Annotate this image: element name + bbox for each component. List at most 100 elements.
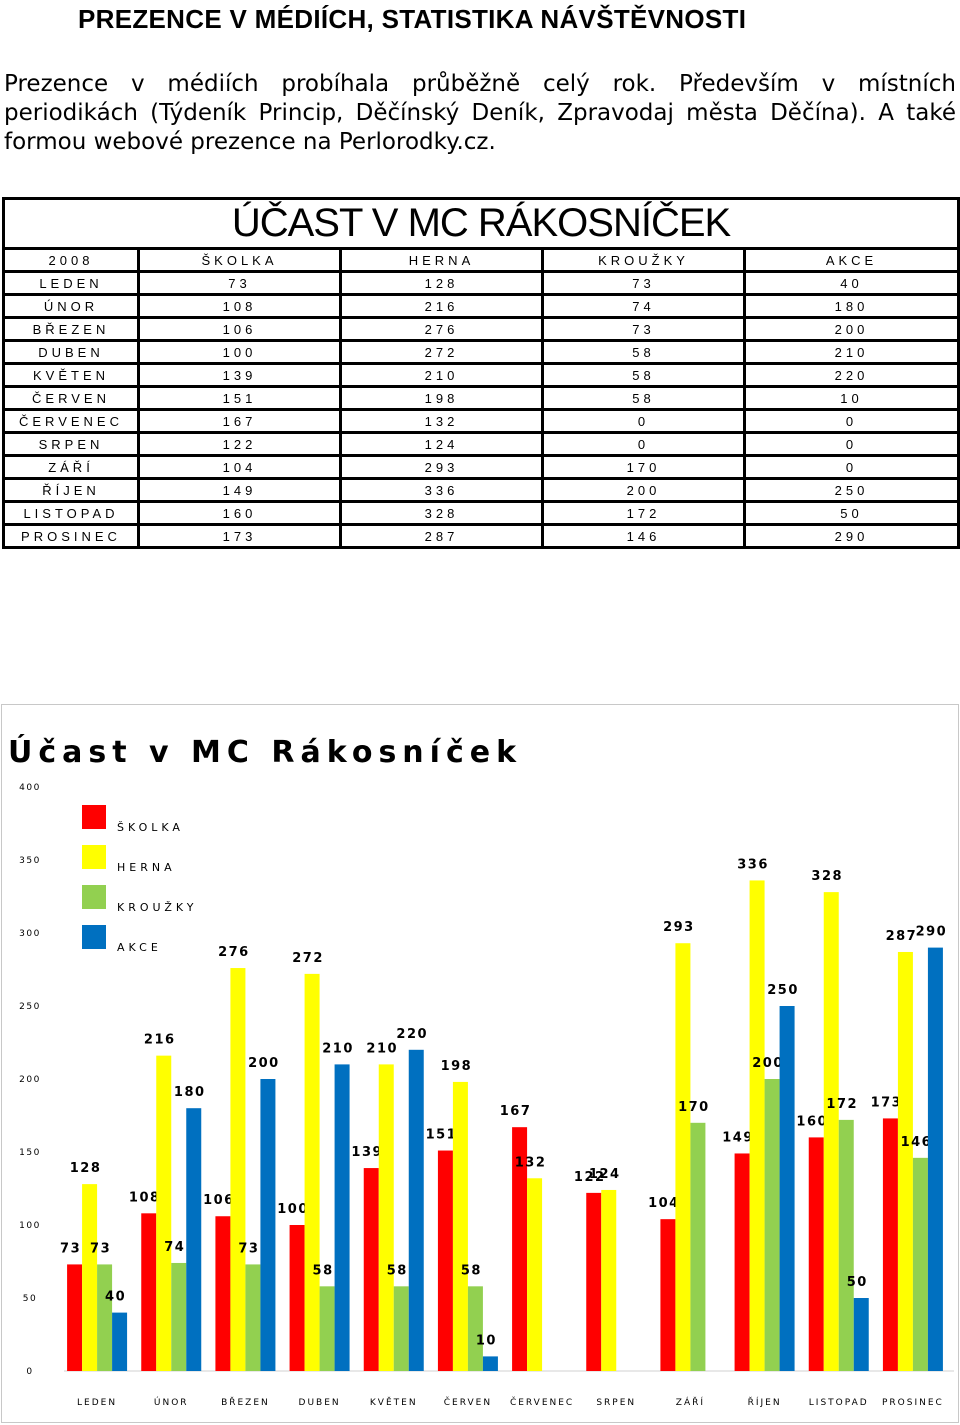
data-label: 128 bbox=[70, 1161, 102, 1176]
data-label: 58 bbox=[387, 1263, 408, 1278]
table-cell: 276 bbox=[339, 316, 544, 342]
x-tick-label: ŘÍJEN bbox=[748, 1396, 782, 1408]
table-cell: 200 bbox=[541, 477, 746, 503]
data-label: 287 bbox=[886, 929, 918, 944]
table-cell: 0 bbox=[541, 408, 746, 434]
table-cell: 122 bbox=[137, 431, 342, 457]
table-row-label: ŘÍJEN bbox=[2, 477, 140, 503]
bar-akce bbox=[927, 947, 943, 1371]
bar-herna bbox=[82, 1184, 98, 1371]
table-cell: 170 bbox=[541, 454, 746, 480]
data-label: 40 bbox=[105, 1290, 126, 1305]
table-row-label: PROSINEC bbox=[2, 523, 140, 549]
table-cell: 132 bbox=[339, 408, 544, 434]
y-tick-label: 150 bbox=[19, 1148, 41, 1158]
table-cell: 272 bbox=[339, 339, 544, 365]
y-tick-label: 350 bbox=[19, 856, 41, 866]
data-label: 173 bbox=[871, 1095, 903, 1110]
table-cell: 198 bbox=[339, 385, 544, 411]
table-cell: 167 bbox=[137, 408, 342, 434]
data-label: 73 bbox=[60, 1241, 81, 1256]
table-row-label: ZÁŘÍ bbox=[2, 454, 140, 480]
data-label: 50 bbox=[847, 1275, 868, 1290]
bar-školka bbox=[660, 1219, 676, 1371]
bar-herna bbox=[156, 1055, 172, 1371]
table-cell: 173 bbox=[137, 523, 342, 549]
x-tick-label: LISTOPAD bbox=[809, 1398, 869, 1408]
table-cell: 172 bbox=[541, 500, 746, 526]
table-column-header: HERNA bbox=[339, 247, 544, 273]
bar-kroužky bbox=[764, 1079, 780, 1371]
y-tick-label: 300 bbox=[19, 929, 41, 939]
bar-akce bbox=[482, 1356, 498, 1371]
table-cell: 10 bbox=[742, 385, 960, 411]
bar-školka bbox=[289, 1225, 305, 1371]
bar-školka bbox=[586, 1192, 602, 1371]
bar-školka bbox=[512, 1127, 528, 1371]
table-row-label: LISTOPAD bbox=[2, 500, 140, 526]
x-tick-label: ČERVENEC bbox=[510, 1396, 574, 1408]
table-cell: 328 bbox=[339, 500, 544, 526]
data-label: 108 bbox=[129, 1190, 161, 1205]
data-label: 124 bbox=[589, 1167, 621, 1182]
legend-swatch bbox=[82, 885, 106, 909]
data-label: 139 bbox=[351, 1145, 383, 1160]
legend-swatch bbox=[82, 805, 106, 829]
table-row: ÚNOR 108 216 74 180 bbox=[2, 293, 960, 319]
table-cell: 0 bbox=[742, 454, 960, 480]
table-row-label: ÚNOR bbox=[2, 293, 140, 319]
table-cell: 104 bbox=[137, 454, 342, 480]
table-cell: 200 bbox=[742, 316, 960, 342]
table-cell: 74 bbox=[541, 293, 746, 319]
data-label: 58 bbox=[461, 1263, 482, 1278]
bar-kroužky bbox=[912, 1157, 928, 1371]
data-label: 276 bbox=[218, 945, 250, 960]
table-title: ÚČAST V MC RÁKOSNÍČEK bbox=[1, 197, 960, 250]
table-cell: 149 bbox=[137, 477, 342, 503]
bar-akce bbox=[408, 1049, 424, 1371]
data-label: 167 bbox=[500, 1104, 532, 1119]
table-cell: 216 bbox=[339, 293, 544, 319]
legend-swatch bbox=[82, 845, 106, 869]
bar-akce bbox=[112, 1312, 128, 1371]
page-heading: PREZENCE V MÉDIÍCH, STATISTIKA NÁVŠTĚVNO… bbox=[78, 4, 747, 34]
table-cell: 100 bbox=[137, 339, 342, 365]
x-tick-label: SRPEN bbox=[596, 1398, 636, 1408]
bar-kroužky bbox=[245, 1264, 261, 1371]
x-tick-label: DUBEN bbox=[299, 1398, 341, 1408]
data-label: 290 bbox=[916, 925, 948, 940]
table-row-label: ČERVEN bbox=[2, 385, 140, 411]
data-label: 172 bbox=[826, 1097, 858, 1112]
x-tick-label: LEDEN bbox=[77, 1398, 117, 1408]
bar-kroužky bbox=[319, 1286, 335, 1371]
legend-label: AKCE bbox=[117, 941, 162, 954]
table-row: ČERVEN 151 198 58 10 bbox=[2, 385, 960, 411]
table-cell: 210 bbox=[742, 339, 960, 365]
data-label: 149 bbox=[722, 1130, 754, 1145]
data-label: 272 bbox=[292, 951, 324, 966]
table-row: KVĚTEN 139 210 58 220 bbox=[2, 362, 960, 388]
bar-kroužky bbox=[97, 1264, 113, 1371]
table-column-header: AKCE bbox=[742, 247, 960, 273]
table-cell: 146 bbox=[541, 523, 746, 549]
data-label: 336 bbox=[737, 857, 769, 872]
data-label: 73 bbox=[90, 1241, 111, 1256]
data-label: 100 bbox=[277, 1202, 309, 1217]
x-tick-label: ÚNOR bbox=[154, 1396, 189, 1408]
table-cell: 73 bbox=[541, 270, 746, 296]
bar-školka bbox=[215, 1216, 231, 1371]
data-label: 106 bbox=[203, 1193, 235, 1208]
table-row: ŘÍJEN 149 336 200 250 bbox=[2, 477, 960, 503]
table-cell: 220 bbox=[742, 362, 960, 388]
bar-akce bbox=[853, 1298, 869, 1371]
bar-herna bbox=[823, 892, 839, 1371]
bar-akce bbox=[334, 1064, 350, 1371]
table-cell: 73 bbox=[541, 316, 746, 342]
bar-kroužky bbox=[393, 1286, 409, 1371]
data-label: 160 bbox=[796, 1114, 828, 1129]
table-row: LISTOPAD 160 328 172 50 bbox=[2, 500, 960, 526]
table-row: LEDEN 73 128 73 40 bbox=[2, 270, 960, 296]
table-cell: 73 bbox=[137, 270, 342, 296]
table-row: ZÁŘÍ 104 293 170 0 bbox=[2, 454, 960, 480]
bar-herna bbox=[601, 1189, 617, 1371]
